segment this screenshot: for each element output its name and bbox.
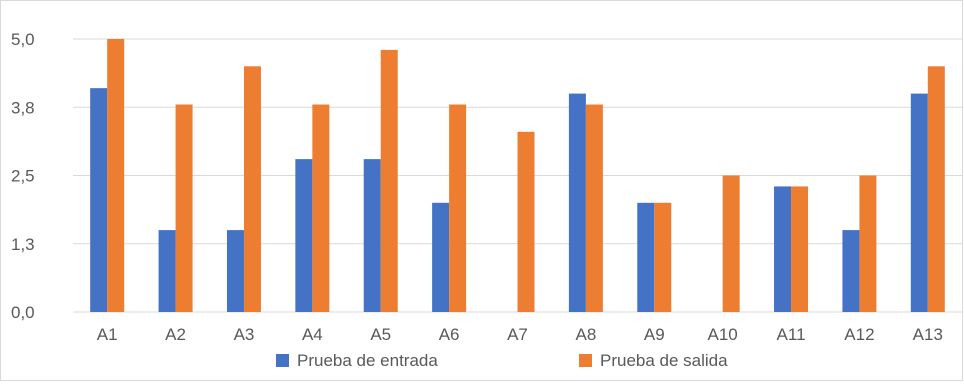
x-tick-label: A1 [97, 325, 118, 344]
x-tick-label: A12 [844, 325, 874, 344]
x-tick-label: A9 [644, 325, 665, 344]
bars [90, 39, 945, 313]
bar-entrada-a2 [158, 230, 176, 312]
bar-entrada-a8 [568, 93, 586, 312]
x-axis-ticks: A1 A2 A3 A4 A5 A6 A7 A8 A9 A10 A11 A12 A13 [97, 325, 943, 344]
legend-label-entrada: Prueba de entrada [297, 351, 438, 370]
x-tick-label: A10 [708, 325, 738, 344]
bar-salida-a12 [859, 175, 877, 312]
x-tick-label: A6 [439, 325, 460, 344]
bar-salida-a9 [654, 202, 672, 312]
bar-salida-a4 [312, 104, 330, 313]
bar-entrada-a6 [432, 202, 450, 312]
bar-salida-a3 [243, 66, 261, 312]
y-axis-ticks: 0,0 1,3 2,5 3,8 5,0 [11, 30, 35, 322]
bar-salida-a1 [107, 39, 125, 312]
x-tick-label: A5 [370, 325, 391, 344]
legend-swatch-entrada [276, 354, 289, 367]
y-tick-label: 1,3 [11, 235, 35, 254]
y-tick-label: 0,0 [11, 303, 35, 322]
x-tick-label: A2 [165, 325, 186, 344]
bar-salida-a2 [175, 104, 193, 313]
bar-salida-a7 [517, 131, 535, 312]
legend-label-salida: Prueba de salida [600, 351, 728, 370]
y-tick-label: 2,5 [11, 167, 35, 186]
bar-salida-a5 [380, 49, 398, 313]
bar-entrada-a11 [774, 186, 792, 312]
bar-salida-a13 [927, 66, 945, 312]
y-tick-label: 5,0 [11, 30, 35, 49]
x-tick-label: A3 [234, 325, 255, 344]
bar-entrada-a13 [910, 93, 928, 312]
bar-entrada-a4 [295, 159, 313, 312]
x-tick-label: A8 [575, 325, 596, 344]
x-tick-label: A4 [302, 325, 323, 344]
bar-salida-a8 [585, 104, 603, 313]
bar-salida-a11 [791, 186, 809, 312]
x-tick-label: A13 [913, 325, 943, 344]
x-tick-label: A7 [507, 325, 528, 344]
legend-swatch-salida [579, 354, 592, 367]
bar-entrada-a12 [842, 230, 860, 312]
x-tick-label: A11 [777, 325, 806, 344]
bar-salida-a10 [722, 175, 740, 312]
bar-salida-a6 [449, 104, 467, 313]
bar-entrada-a1 [90, 88, 108, 312]
legend: Prueba de entrada Prueba de salida [276, 351, 728, 370]
bar-entrada-a3 [226, 230, 244, 312]
bar-entrada-a9 [637, 202, 655, 312]
bar-entrada-a5 [363, 159, 381, 312]
y-tick-label: 3,8 [11, 98, 35, 117]
